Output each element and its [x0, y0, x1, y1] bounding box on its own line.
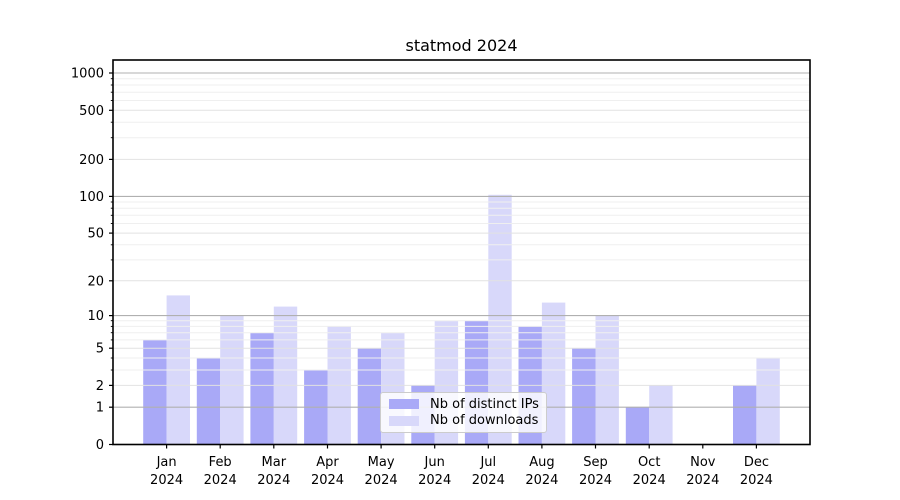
x-tick-label-month: Sep	[583, 455, 608, 470]
y-tick-label: 5	[96, 342, 104, 357]
bar-s0-oct	[625, 407, 650, 445]
bar-s0-mar	[250, 332, 274, 445]
x-tick-label-month: Aug	[529, 455, 554, 470]
x-tick-label-year: 2024	[525, 473, 558, 488]
bar-s1-oct	[649, 385, 673, 445]
x-tick-label-year: 2024	[633, 473, 666, 488]
bar-s0-dec	[733, 385, 757, 445]
bar-s0-jan	[143, 339, 167, 445]
y-tick-label: 1	[96, 401, 104, 416]
bar-s1-dec	[756, 358, 780, 445]
legend-swatch-downloads	[389, 415, 419, 426]
x-tick-label-year: 2024	[579, 473, 612, 488]
x-tick-label-year: 2024	[365, 473, 398, 488]
y-tick-label: 10	[87, 309, 104, 324]
x-tick-label-month: Oct	[638, 455, 660, 470]
x-tick-label-year: 2024	[204, 473, 237, 488]
bar-s1-aug	[541, 302, 566, 445]
x-tick-label-year: 2024	[150, 473, 183, 488]
y-tick-label: 2	[96, 379, 104, 394]
y-tick-label: 0	[96, 438, 104, 453]
y-tick-label: 200	[79, 153, 104, 168]
x-tick-label-month: Jul	[479, 455, 496, 470]
y-tick-label: 1000	[71, 67, 104, 82]
x-tick-label-month: Jun	[424, 455, 445, 470]
x-tick-label-year: 2024	[472, 473, 505, 488]
legend-item-downloads: Nb of downloads	[389, 413, 538, 430]
bar-s0-may	[357, 348, 382, 445]
chart-title: statmod 2024	[405, 36, 518, 55]
bar-s0-sep	[572, 348, 596, 445]
y-tick-label: 100	[79, 190, 104, 205]
bar-s1-sep	[595, 315, 619, 445]
x-tick-label-month: Mar	[262, 455, 287, 470]
legend-label-downloads: Nb of downloads	[430, 413, 539, 429]
legend-item-distinct-ips: Nb of distinct IPs	[389, 396, 539, 413]
x-tick-label-month: Jan	[156, 455, 177, 470]
legend-swatch-distinct-ips	[389, 399, 419, 410]
legend: Nb of distinct IPs Nb of downloads	[380, 392, 547, 433]
x-tick-label-month: Feb	[209, 455, 232, 470]
x-tick-label-year: 2024	[257, 473, 290, 488]
x-tick-label-year: 2024	[418, 473, 451, 488]
bar-s1-mar	[273, 306, 298, 445]
legend-label-distinct-ips: Nb of distinct IPs	[430, 396, 539, 412]
y-tick-label: 50	[87, 227, 104, 242]
bar-s0-feb	[196, 358, 221, 445]
x-tick-label-year: 2024	[311, 473, 344, 488]
x-tick-label-month: Apr	[316, 455, 339, 470]
y-tick-label: 500	[79, 104, 104, 119]
bar-s1-jul	[488, 194, 512, 445]
x-tick-label-month: May	[368, 455, 395, 470]
x-tick-label-month: Nov	[690, 455, 716, 470]
plot-frame	[112, 59, 811, 446]
bar-s1-feb	[220, 315, 244, 445]
x-tick-label-month: Dec	[744, 455, 769, 470]
x-tick-label-year: 2024	[740, 473, 773, 488]
x-tick-label-year: 2024	[686, 473, 719, 488]
y-tick-label: 20	[87, 274, 104, 289]
